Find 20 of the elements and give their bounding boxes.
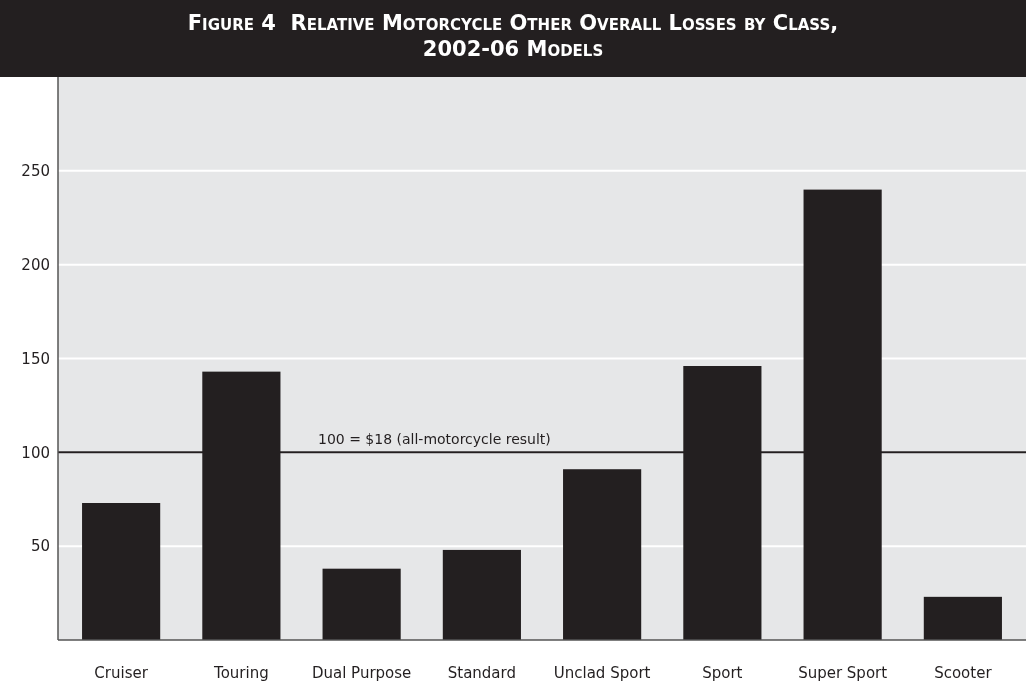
x-tick-label: Touring — [213, 664, 269, 682]
y-tick-label: 200 — [21, 255, 50, 274]
y-tick-label: 50 — [30, 537, 50, 556]
ref-line-label: 100 = $18 (all-motorcycle result) — [318, 431, 551, 448]
chart-title: Figure 4 Relative Motorcycle Other Overall Losses by Class, 2002-06 Models — [187, 11, 839, 61]
x-tick-label: Super Sport — [798, 664, 888, 682]
x-tick-label: Unclad Sport — [553, 664, 651, 682]
x-tick-label: Cruiser — [94, 664, 149, 682]
bar — [563, 469, 642, 640]
bar — [82, 503, 161, 640]
bar — [442, 549, 521, 640]
y-tick-label: 100 — [21, 443, 50, 462]
x-tick-label: Dual Purpose — [311, 664, 412, 682]
x-tick-label: Scooter — [934, 664, 993, 682]
y-tick-label: 250 — [21, 162, 50, 181]
x-tick-label: Standard — [447, 664, 516, 682]
y-tick-label: 150 — [21, 349, 50, 368]
bar — [322, 568, 401, 640]
x-tick-label: Sport — [702, 664, 743, 682]
bar — [923, 596, 1002, 640]
